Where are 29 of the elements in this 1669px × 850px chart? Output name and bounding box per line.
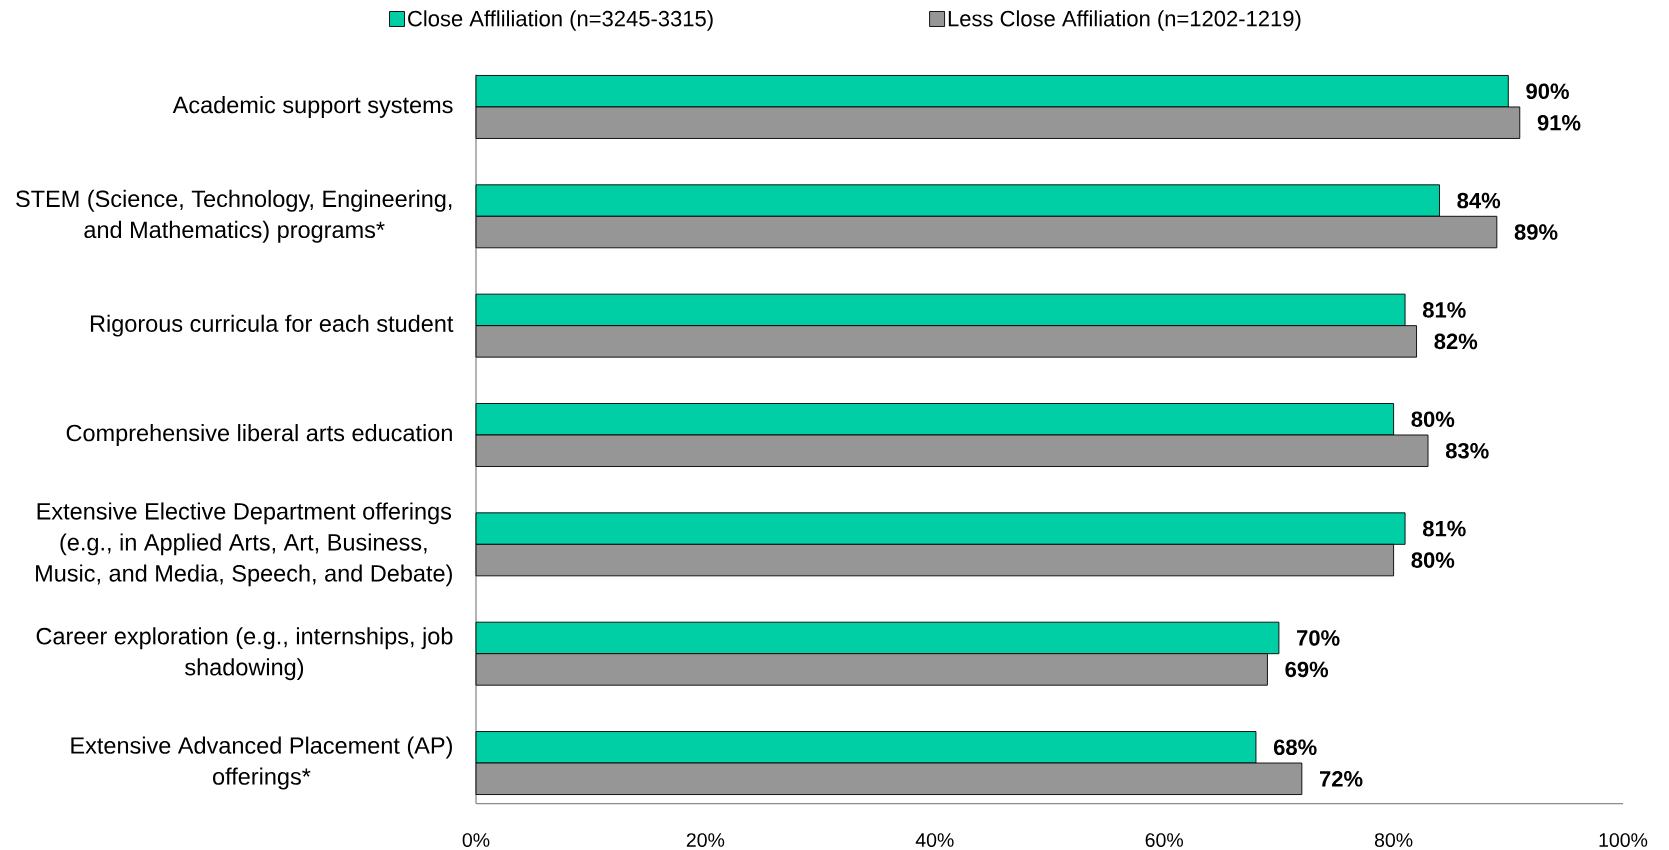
x-tick-label: 0% <box>462 833 490 847</box>
data-label: 90% <box>1526 83 1569 100</box>
legend-label: Less Close Affiliation (n=1202-1219) <box>948 10 1301 31</box>
x-tick-label: 80% <box>1374 833 1413 847</box>
y-tick-label: Academic support systems <box>172 96 453 118</box>
legend-label: Close Affliliation (n=3245-3315) <box>408 10 713 31</box>
data-label: 80% <box>1411 552 1455 568</box>
y-tick-label: STEM (Science, Technology, Engineering, and Mathematics) programs* <box>16 189 452 243</box>
y-tick-label: Extensive Elective Department offerings (e.g., in Applied Arts, Art, Business, Music, and Media, Speech, and Debate) <box>36 502 452 587</box>
data-label: 83% <box>1445 442 1489 459</box>
y-tick-label: Rigorous curricula for each student <box>90 314 454 337</box>
data-label: 82% <box>1434 333 1478 350</box>
data-label: 81% <box>1422 302 1466 318</box>
x-tick-label: 20% <box>686 833 725 847</box>
data-label: 81% <box>1422 520 1466 537</box>
x-tick-label: 40% <box>915 833 954 847</box>
data-label: 70% <box>1297 630 1340 646</box>
data-label: 84% <box>1457 192 1501 209</box>
data-label: 68% <box>1273 739 1317 756</box>
x-tick-label: 100% <box>1599 833 1648 847</box>
data-label: 80% <box>1411 411 1455 428</box>
x-tick-label: 60% <box>1145 833 1184 847</box>
data-label: 69% <box>1285 661 1329 678</box>
y-tick-label: Extensive Advanced Placement (AP) offerings* <box>71 736 452 790</box>
y-tick-label: Career exploration (e.g., internships, job shadowing) <box>36 627 453 681</box>
data-label: 89% <box>1514 224 1558 240</box>
data-label: 91% <box>1537 114 1581 131</box>
y-tick-label: Comprehensive liberal arts education <box>66 424 452 446</box>
data-label: 72% <box>1320 771 1363 787</box>
